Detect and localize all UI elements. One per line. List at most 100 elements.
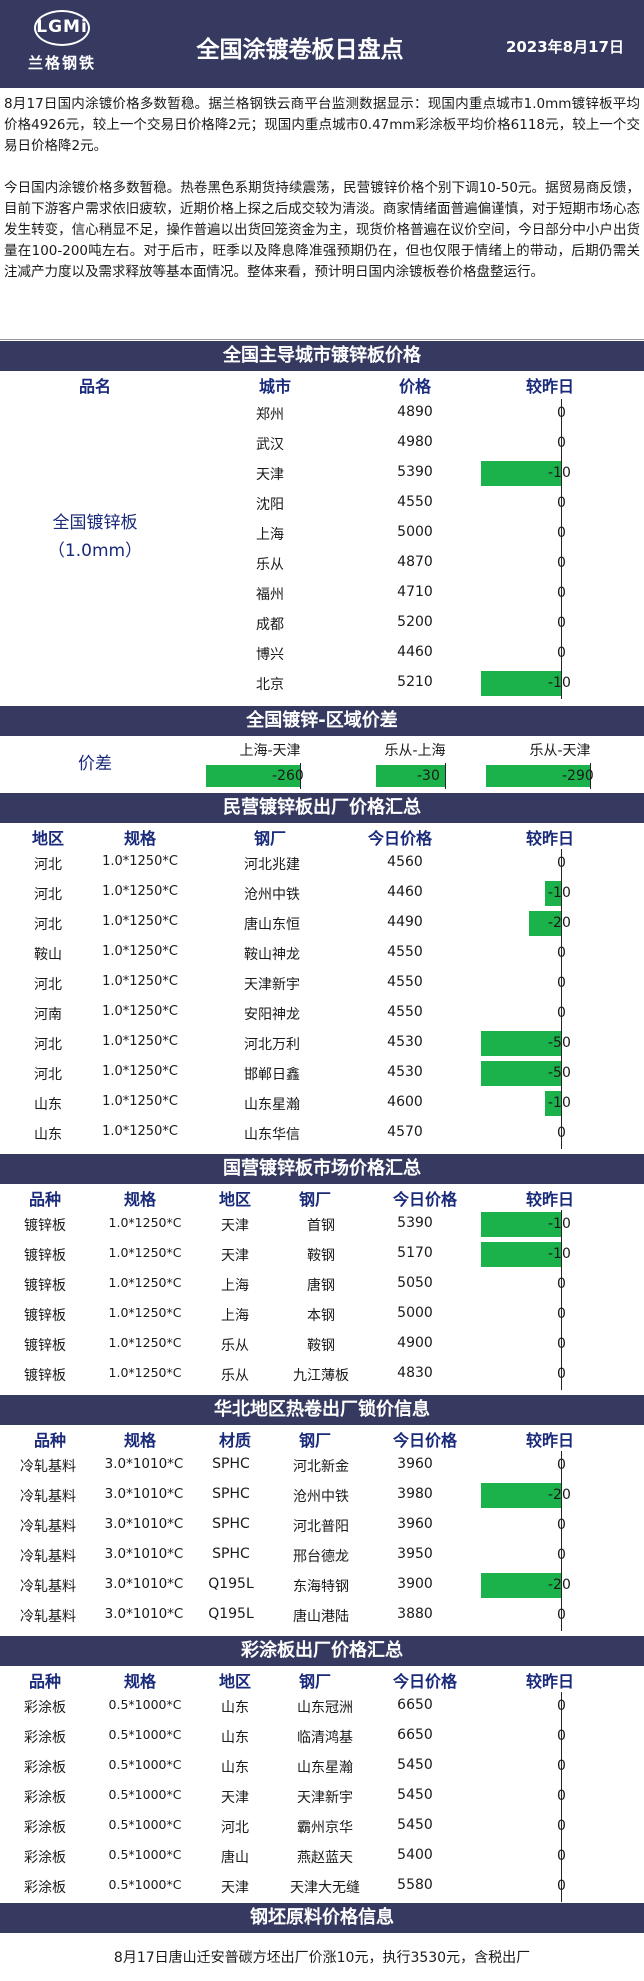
spread-column-header: 乐从-上海 [384,743,446,759]
table-row: 彩涂板 0.5*1000*C 山东 临清鸿基 6650 0 [0,1722,644,1752]
change-value: -10 [548,1216,571,1232]
spec-cell: 1.0*1250*C [102,1034,178,1049]
change-value: -50 [548,1035,571,1051]
change-axis-line [561,879,562,909]
spread-column-header: 乐从-天津 [529,743,591,759]
region-cell: 河南 [34,1007,62,1023]
mill-cell: 山东冠洲 [297,1700,353,1716]
spread-bar [206,765,300,787]
change-bar [481,1031,561,1056]
spec-cell: 1.0*1250*C [102,1094,178,1109]
price-cell: 5400 [397,1847,433,1863]
region-cell: 唐山 [221,1850,249,1866]
column-header: 较昨日 [525,1431,574,1450]
table-row: 冷轧基料 3.0*1010*C Q195L 东海特钢 3900 -20 [0,1571,644,1601]
table-row: 彩涂板 0.5*1000*C 天津 天津大无缝 5580 0 [0,1872,644,1902]
mill-cell: 河北新金 [293,1459,349,1475]
change-cell: -20 [0,1571,644,1601]
change-axis-line [561,909,562,939]
change-bar [529,911,561,936]
change-axis-line [561,639,562,669]
kind-cell: 镀锌板 [24,1308,66,1324]
change-bar [481,1573,561,1598]
price-cell: 4600 [387,1094,423,1110]
change-cell: 0 [0,489,644,519]
kind-cell: 镀锌板 [24,1248,66,1264]
logo-text: LGMi [36,17,88,37]
table-row: 彩涂板 0.5*1000*C 山东 山东星瀚 5450 0 [0,1752,644,1782]
table-row: 河北 1.0*1250*C 邯郸日鑫 4530 -50 [0,1059,644,1089]
change-cell: 0 [0,1451,644,1481]
column-header: 钢厂 [298,1190,331,1209]
column-header: 规格 [123,1672,156,1691]
table-row: 河南 1.0*1250*C 安阳神龙 4550 0 [0,999,644,1029]
change-bar [481,1242,561,1267]
mill-cell: 鞍钢 [307,1248,335,1264]
change-axis-line [561,1240,562,1270]
section-title-private-mills: 民营镀锌板出厂价格汇总 [0,793,644,823]
change-bar [481,461,561,486]
spec-cell: 1.0*1250*C [102,1004,178,1019]
spec-cell: 3.0*1010*C [104,1516,184,1532]
kind-cell: 镀锌板 [24,1278,66,1294]
change-value: -20 [548,1487,571,1503]
product-spec-merged: （1.0mm） [47,541,143,561]
region-cell: 河北 [34,1037,62,1053]
column-header: 钢厂 [253,829,286,848]
change-value: 0 [557,1366,566,1382]
spread-value: -290 [562,768,594,784]
kind-cell: 镀锌板 [24,1368,66,1384]
change-bar [481,1483,561,1508]
column-header: 较昨日 [525,1190,574,1209]
price-cell: 4550 [397,494,433,510]
change-cell: 0 [0,939,644,969]
change-cell: -20 [0,909,644,939]
change-axis-line [561,1541,562,1571]
change-axis-line [561,489,562,519]
region-cell: 山东 [34,1127,62,1143]
report-date: 2023年8月17日 [505,38,624,56]
change-axis-line [561,999,562,1029]
table-row: 彩涂板 0.5*1000*C 唐山 燕赵蓝天 5400 0 [0,1842,644,1872]
table-header-row: 品名 城市 价格 较昨日 [0,373,644,399]
table-row: 河北 1.0*1250*C 河北兆建 4560 0 [0,849,644,879]
mill-cell: 首钢 [307,1218,335,1234]
change-cell: 0 [0,1119,644,1149]
price-cell: 3960 [397,1456,433,1472]
column-header: 今日价格 [392,1672,457,1691]
change-cell: 0 [0,849,644,879]
change-cell: 0 [0,1872,644,1902]
column-header: 地区 [31,829,64,848]
change-cell: 0 [0,1722,644,1752]
spec-cell: 1.0*1250*C [102,884,178,899]
spec-cell: 1.0*1250*C [102,854,178,869]
mill-cell: 山东星瀚 [297,1760,353,1776]
mill-cell: 天津新宇 [297,1790,353,1806]
state-mill-table: 品种 规格 地区 钢厂 今日价格 较昨日 镀锌板 1.0*1250*C 天津 首钢 5390 -10 镀… [0,1184,644,1394]
table-header-row: 品种 规格 地区 钢厂 今日价格 较昨日 [0,1668,644,1694]
spec-cell: 0.5*1000*C [108,1787,182,1802]
change-value: 0 [557,1457,566,1473]
mill-cell: 邯郸日鑫 [244,1067,300,1083]
price-cell: 4710 [397,584,433,600]
change-cell: 0 [0,1511,644,1541]
region-cell: 河北 [34,887,62,903]
change-value: 0 [557,1758,566,1774]
change-cell: 0 [0,519,644,549]
region-cell: 天津 [221,1248,249,1264]
change-value: 0 [557,435,566,451]
region-cell: 鞍山 [34,947,62,963]
change-axis-line [561,1601,562,1631]
column-header: 较昨日 [525,1672,574,1691]
table-row: 郑州 4890 0 [0,399,644,429]
spread-axis-line [300,763,301,789]
price-cell: 4890 [397,404,433,420]
change-axis-line [561,969,562,999]
table-row: 成都 5200 0 [0,609,644,639]
price-cell: 4560 [387,854,423,870]
table-header-row: 品种 规格 材质 钢厂 今日价格 较昨日 [0,1427,644,1453]
change-bar [545,1091,561,1116]
region-cell: 上海 [221,1308,249,1324]
change-cell: -50 [0,1059,644,1089]
city-cell: 武汉 [256,437,284,453]
